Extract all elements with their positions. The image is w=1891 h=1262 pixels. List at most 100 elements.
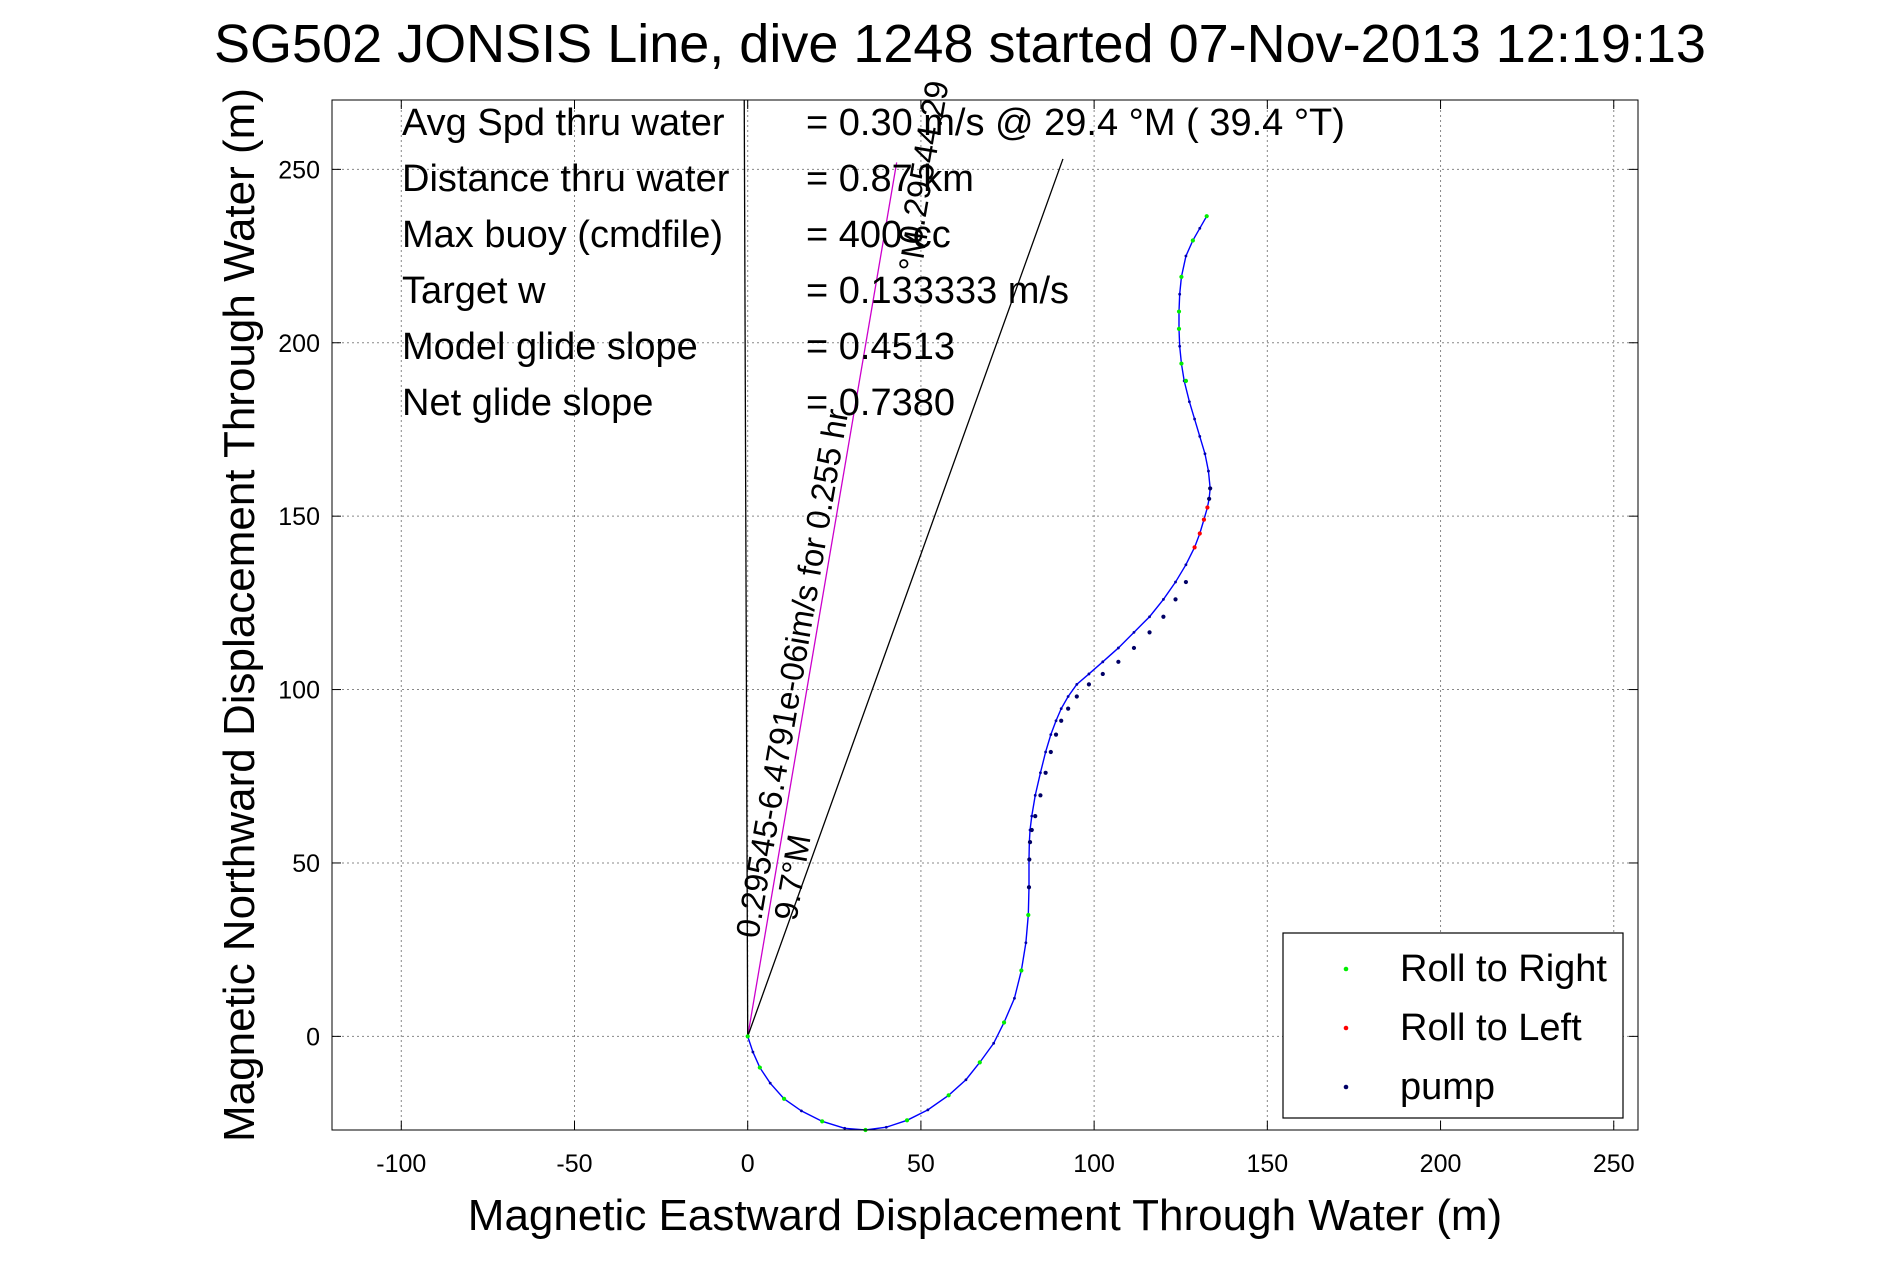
track-point [1054,719,1058,723]
roll-to-right-marker [1019,968,1024,973]
track-point [1013,996,1016,1000]
roll-to-left-marker [1192,545,1197,550]
pump-marker [1131,645,1137,651]
track-point [1033,793,1037,797]
x-tick-label: 0 [741,1150,755,1178]
y-tick-label: 0 [306,1023,320,1051]
roll-to-right-marker [757,1065,762,1070]
track-point [1059,707,1063,711]
pump-marker [1029,827,1034,833]
track-point [1024,941,1028,945]
x-tick-label: 100 [1073,1150,1115,1178]
roll-to-left-marker [1201,517,1207,522]
track-point [1203,452,1207,456]
y-axis-label: Magnetic Northward Displacement Through … [215,88,264,1142]
pump-marker [1074,694,1079,699]
y-tick-label: 100 [278,677,320,705]
pump-marker [1027,857,1032,862]
stat-label: Net glide slope [402,382,653,424]
chart-title: SG502 JONSIS Line, dive 1248 started 07-… [214,14,1706,74]
track-point [1178,344,1182,348]
y-tick-label: 250 [278,156,320,184]
legend-marker [1343,966,1349,972]
track-point [1184,563,1188,567]
track-point [884,1125,888,1129]
y-tick-label: 50 [292,850,320,878]
y-tick-label: 150 [278,503,320,531]
roll-to-right-marker [745,1034,750,1039]
axis-ticks: -100 -50 0 50 100 150 200 250 0 50 100 150 200 250 [278,100,1638,1178]
track-point [1187,400,1191,404]
track-point [1178,292,1182,296]
pump-marker [1147,630,1152,635]
stat-value: = 0.7380 [806,382,955,424]
pump-marker [1116,659,1121,664]
pump-marker [1161,614,1166,619]
reference-lines [743,99,1064,1037]
track-point [1207,469,1210,473]
data-series [745,214,1213,1133]
roll-to-right-marker [1001,1020,1007,1025]
roll-to-right-marker [977,1060,982,1065]
stat-label: Max buoy (cmdfile) [402,214,723,256]
stat-value: = 400 cc [806,214,951,256]
stats-panel: Avg Spd thru water = 0.30 m/s @ 29.4 °M (… [402,102,1345,424]
pump-marker [1027,840,1033,845]
x-tick-label: -50 [556,1150,592,1178]
legend-entry: Roll to Right [1400,948,1607,990]
track-point [1184,254,1188,258]
track-point [964,1078,968,1082]
stat-value: = 0.133333 m/s [806,270,1069,312]
reference-line-current [747,162,898,1037]
track-point [1066,695,1070,698]
pump-marker [1038,793,1043,798]
track-point [1039,771,1042,775]
roll-to-left-marker [1205,505,1210,510]
x-tick-label: 50 [907,1150,935,1178]
roll-to-right-marker [1179,361,1184,366]
track-point [1044,750,1048,754]
reference-line-heading [747,158,1064,1037]
plot-frame [331,99,1639,1131]
roll-to-right-marker [1179,274,1184,279]
track-point [1101,660,1105,664]
track-point [1075,682,1079,686]
track-point [1174,580,1177,584]
x-axis-label: Magnetic Eastward Displacement Through W… [468,1191,1502,1240]
track-point [1162,597,1165,601]
roll-to-right-marker [1183,378,1189,384]
track-point [1049,733,1053,737]
stat-label: Distance thru water [402,158,730,200]
pump-marker [1208,486,1213,491]
pump-marker [1043,770,1048,775]
legend: Roll to Right Roll to Left pump [1282,932,1624,1119]
track-point [1087,672,1091,676]
pump-marker [1100,671,1105,677]
track-point [843,1126,847,1130]
track-point [1030,814,1034,818]
track-point [1198,434,1202,438]
roll-to-left-marker [1197,531,1202,536]
track-point [1193,417,1196,421]
roll-to-right-marker [1176,309,1182,314]
pump-marker [1066,706,1071,711]
legend-entry: Roll to Left [1400,1007,1582,1049]
annotations: 0.29545-6.4791e-06im/s for 0.255 hr9.7°M… [729,78,956,941]
roll-to-right-marker [1204,214,1209,219]
x-tick-label: 150 [1246,1150,1288,1178]
x-tick-label: 200 [1420,1150,1462,1178]
track-point [1148,615,1151,619]
legend-entry: pump [1400,1066,1495,1108]
stat-value: = 0.4513 [806,326,955,368]
legend-box [1282,932,1624,1119]
roll-to-right-marker [781,1096,787,1101]
legend-marker [1343,1084,1349,1090]
reference-line-vertical [743,99,749,1037]
roll-to-right-marker [1190,238,1195,243]
x-tick-label: 250 [1593,1150,1635,1178]
pump-marker [1048,749,1053,755]
stat-value: = 0.30 m/s @ 29.4 °M ( 39.4 °T) [806,102,1345,144]
legend-marker [1343,1025,1349,1031]
pump-marker [1173,597,1178,602]
track-point [1132,630,1136,634]
